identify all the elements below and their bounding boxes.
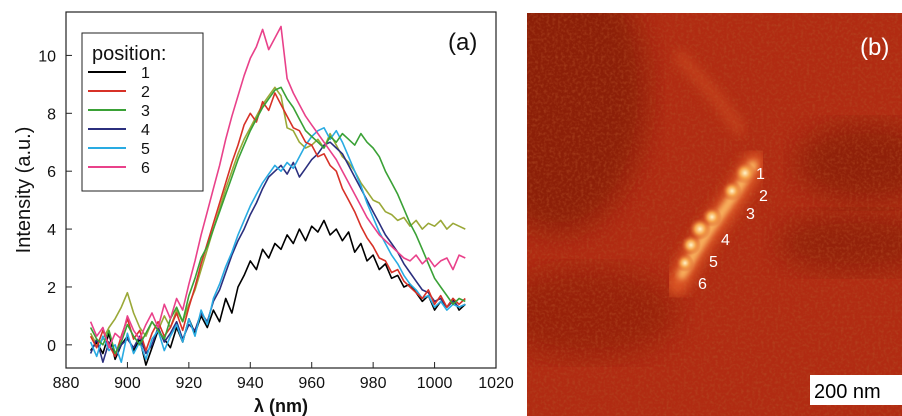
y-tick-label: 0 [47,338,56,355]
spectra-chart: 880 900 920 940 960 980 1000 1020 0 2 4 6 8 10 (a) λ … [13,11,514,416]
legend-entry: 1 [141,65,150,82]
point-label: 5 [709,254,718,271]
point-label: 1 [756,166,765,183]
scale-bar-box [810,375,902,405]
series-line-5 [89,127,466,363]
plot-frame [65,11,497,369]
y-axis-label: Intensity (a.u.) [13,127,35,254]
x-tick-label: 900 [114,375,141,392]
y-tick-label: 8 [47,106,56,123]
legend: position: 1 2 3 4 5 6 [81,32,204,192]
legend-entry: 6 [141,160,150,177]
legend-entry: 2 [141,84,150,101]
x-tick-label: 960 [298,375,325,392]
series-line-1 [89,219,466,366]
y-tick-label: 4 [47,222,56,239]
legend-title: position: [92,43,167,65]
point-label: 4 [721,232,730,249]
x-tick-label: 1000 [417,375,453,392]
x-tick-label: 880 [53,375,80,392]
x-tick-label: 940 [237,375,264,392]
panel-label-a: (a) [448,29,477,56]
y-tick-label: 10 [38,48,56,65]
y-tick-label: 2 [47,280,56,297]
series-line-2 [89,92,466,358]
y-tick-label: 6 [47,164,56,181]
bright-spot [681,235,701,255]
bright-spot [676,254,694,272]
point-label: 3 [746,206,755,223]
legend-entry: 5 [141,141,150,158]
legend-box [81,32,204,192]
point-label: 6 [698,276,707,293]
legend-entry: 3 [141,103,150,120]
series-line-6 [89,25,466,349]
bright-spot [689,218,711,240]
faint-streak [673,49,747,136]
x-axis-label: λ (nm) [254,396,308,416]
series-line-3 [89,86,466,355]
bright-spot [722,181,742,201]
x-tick-label: 980 [360,375,387,392]
point-label: 2 [759,188,768,205]
legend-entry: 4 [141,122,150,139]
bright-spot [734,162,756,184]
panel-label-b: (b) [860,34,889,61]
x-tick-label: 1020 [478,375,514,392]
scale-bar-label: 200 nm [814,381,881,403]
x-tick-label: 920 [176,375,203,392]
